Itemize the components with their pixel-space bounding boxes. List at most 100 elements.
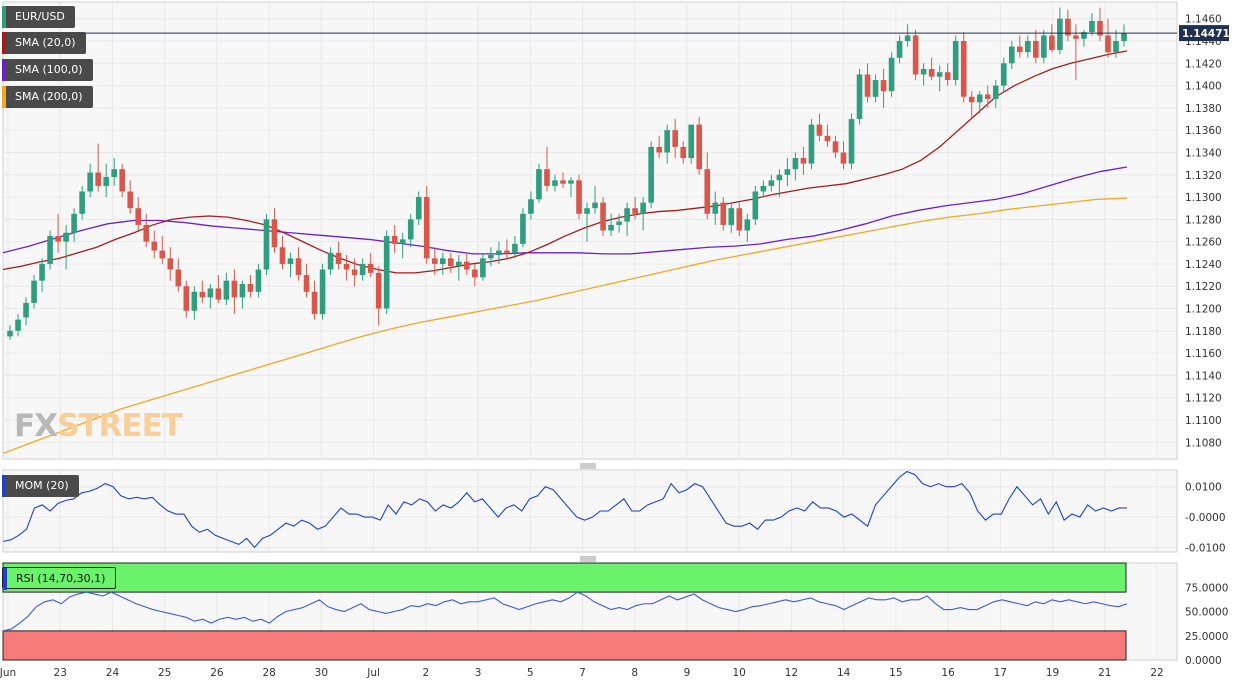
candle-body bbox=[1073, 35, 1079, 39]
rsi-label: RSI (14,70,30,1) bbox=[16, 572, 106, 585]
y-tick-label: 1.1460 bbox=[1185, 14, 1222, 26]
candle-body bbox=[944, 72, 951, 81]
candle-body bbox=[872, 80, 879, 97]
rsi-tick-label: 25.0000 bbox=[1185, 631, 1228, 643]
fxstreet-logo: FXSTREET bbox=[14, 408, 183, 444]
x-tick-label: 9 bbox=[684, 667, 691, 679]
candle-body bbox=[103, 176, 109, 186]
candle-body bbox=[391, 236, 398, 244]
candle-body bbox=[39, 263, 45, 281]
y-tick-label: 1.1080 bbox=[1185, 437, 1222, 449]
candle-body bbox=[792, 158, 799, 170]
candle-body bbox=[560, 180, 566, 184]
y-tick-label: 1.1280 bbox=[1185, 214, 1222, 226]
candle-body bbox=[848, 119, 855, 164]
candle-body bbox=[528, 199, 534, 214]
candle-body bbox=[87, 172, 93, 192]
candle-body bbox=[472, 269, 478, 278]
sma200-label: SMA (200,0) bbox=[15, 90, 83, 103]
candle-body bbox=[127, 191, 134, 209]
candle-body bbox=[1033, 41, 1039, 58]
candle-body bbox=[568, 180, 574, 184]
candle-body bbox=[343, 263, 350, 270]
candle-body bbox=[552, 180, 558, 186]
axes: 1.1080 1.1100 1.1120 1.1140 1.1160 1.1180 1.12… bbox=[0, 14, 1230, 679]
rsi-oversold-zone bbox=[2, 630, 1127, 661]
x-tick-label: 3 bbox=[475, 667, 482, 679]
sma100-label: SMA (100,0) bbox=[15, 63, 83, 76]
candle-body bbox=[512, 243, 518, 253]
candle-body bbox=[488, 255, 494, 259]
candle-body bbox=[704, 169, 711, 214]
candle-body bbox=[744, 219, 751, 231]
candle-body bbox=[55, 236, 61, 242]
candle-body bbox=[111, 169, 117, 177]
y-tick-label: 1.1140 bbox=[1185, 370, 1222, 382]
candle-body bbox=[199, 291, 206, 298]
y-tick-label: 1.1300 bbox=[1185, 192, 1222, 204]
candle-body bbox=[287, 258, 294, 264]
candle-body bbox=[79, 191, 85, 214]
symbol-label: EUR/USD bbox=[15, 10, 65, 23]
x-tick-label: 30 bbox=[315, 667, 328, 679]
candle-body bbox=[439, 258, 446, 264]
candle-body bbox=[183, 286, 190, 311]
x-tick-label: 19 bbox=[1046, 667, 1059, 679]
rsi-tick-label: 75.0000 bbox=[1185, 582, 1228, 594]
sma-200-path bbox=[2, 197, 1128, 455]
x-tick-label: 25 bbox=[158, 667, 171, 679]
candle-body bbox=[399, 239, 406, 244]
y-tick-label: 1.1400 bbox=[1185, 81, 1222, 93]
y-tick-label: 1.1200 bbox=[1185, 304, 1222, 316]
symbol-tag[interactable]: EUR/USD bbox=[2, 6, 75, 28]
candle-body bbox=[223, 280, 230, 300]
candle-body bbox=[279, 247, 286, 264]
sma20-label: SMA (20,0) bbox=[15, 36, 76, 49]
candle-body bbox=[632, 208, 638, 214]
candle-body bbox=[992, 85, 999, 99]
candle-body bbox=[135, 208, 142, 225]
candle-body bbox=[271, 219, 278, 248]
candle-body bbox=[624, 208, 630, 222]
candle-body bbox=[976, 94, 983, 103]
sma200-tag[interactable]: SMA (200,0) bbox=[2, 86, 93, 108]
candle-body bbox=[904, 35, 911, 42]
candle-body bbox=[1041, 35, 1047, 58]
sma20-tag[interactable]: SMA (20,0) bbox=[2, 32, 86, 54]
x-tick-label: 26 bbox=[210, 667, 224, 679]
mom-line bbox=[2, 470, 1127, 549]
candle-body bbox=[584, 208, 590, 214]
x-tick-label: 7 bbox=[579, 667, 586, 679]
candle-body bbox=[327, 252, 334, 270]
rsi-tick-label: 0.0000 bbox=[1185, 655, 1222, 667]
candle-body bbox=[167, 258, 174, 270]
candle-body bbox=[263, 219, 270, 270]
candle-body bbox=[768, 180, 775, 186]
candle-body bbox=[247, 284, 254, 292]
x-tick-label: 10 bbox=[732, 667, 745, 679]
candle-body bbox=[664, 130, 670, 153]
y-tick-label: 1.1340 bbox=[1185, 147, 1222, 159]
candle-body bbox=[119, 169, 126, 192]
candle-body bbox=[648, 146, 654, 203]
x-tick-label: 22 bbox=[1150, 667, 1163, 679]
candle-body bbox=[680, 146, 687, 159]
candle-body bbox=[840, 152, 847, 164]
candle-body bbox=[143, 224, 150, 242]
candle-body bbox=[728, 208, 735, 225]
candle-body bbox=[752, 191, 759, 220]
y-tick-label: 1.1220 bbox=[1185, 281, 1222, 293]
candle-body bbox=[1097, 20, 1103, 36]
candle-body bbox=[415, 197, 422, 220]
sma-100-path bbox=[2, 166, 1128, 255]
sma100-tag[interactable]: SMA (100,0) bbox=[2, 59, 93, 81]
candle-body bbox=[311, 291, 318, 315]
x-tick-label: 23 bbox=[54, 667, 67, 679]
x-tick-label: 12 bbox=[785, 667, 798, 679]
candle-body bbox=[159, 250, 166, 259]
rsi-tag[interactable]: RSI (14,70,30,1) bbox=[2, 567, 117, 590]
candle-body bbox=[480, 258, 486, 278]
mom-tag[interactable]: MOM (20) bbox=[2, 475, 79, 497]
candle-body bbox=[888, 57, 895, 92]
